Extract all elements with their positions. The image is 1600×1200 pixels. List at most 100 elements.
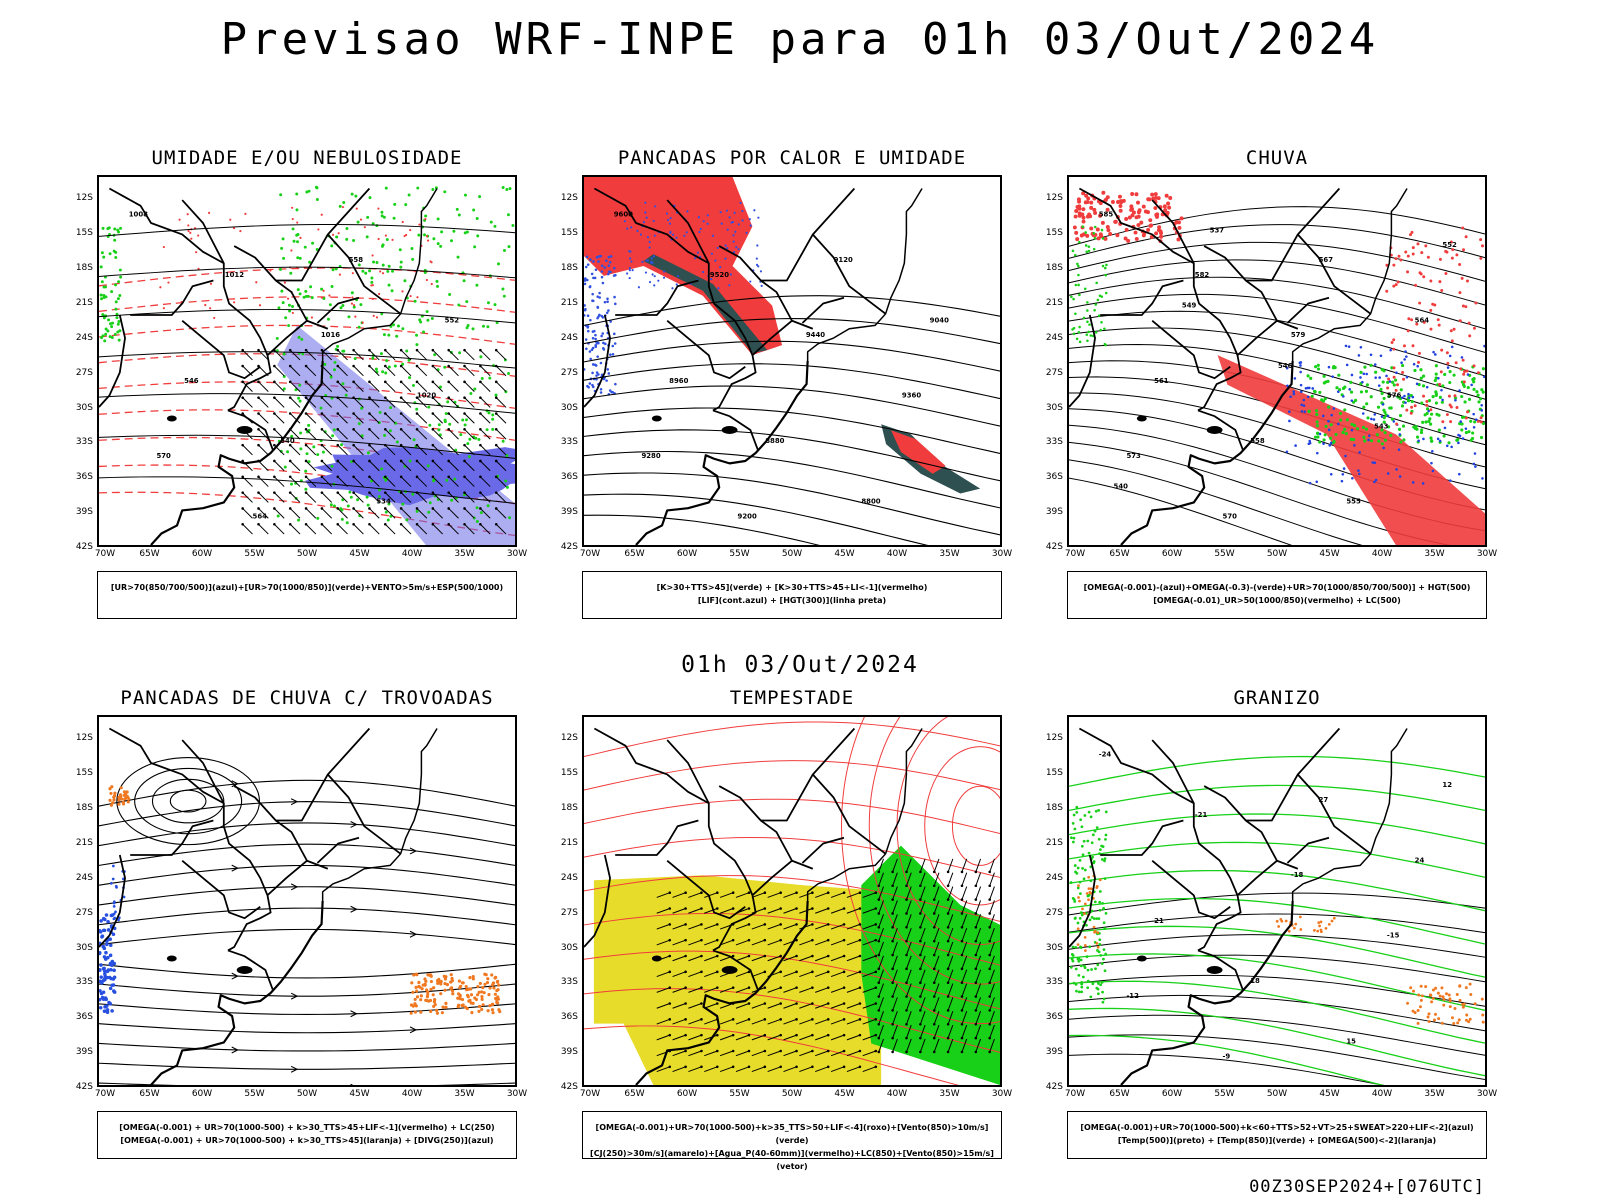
- svg-text:537: 537: [1210, 226, 1225, 234]
- lat-tick-label: 21S: [75, 297, 93, 308]
- lat-tick-label: 39S: [75, 507, 93, 518]
- lon-tick-label: 60W: [676, 1089, 698, 1099]
- panel-title: CHUVA: [1245, 147, 1309, 169]
- lat-tick-label: 18S: [560, 803, 578, 813]
- lat-tick-label: 30S: [75, 942, 93, 953]
- svg-text:9600: 9600: [614, 211, 633, 219]
- lat-tick-label: 42S: [75, 542, 93, 552]
- lon-tick-label: 30W: [1476, 1089, 1498, 1099]
- lat-tick-label: 30S: [1045, 402, 1063, 413]
- lon-tick-label: 35W: [939, 1089, 960, 1099]
- lat-tick-label: 30S: [560, 402, 578, 413]
- svg-text:558: 558: [349, 256, 364, 264]
- map-area: 585 582 579 576 573 570 567 564 561 558 555 552 549 5…: [1067, 175, 1487, 547]
- lon-tick-label: 40W: [1371, 549, 1393, 559]
- svg-text:585: 585: [1099, 211, 1114, 219]
- lat-tick-label: 12S: [560, 193, 578, 204]
- latitude-labels: 12S 15S 18S 21S 24S 27S 30S 33S 36S 39S 42S: [1027, 715, 1063, 1092]
- svg-text:558: 558: [1250, 437, 1265, 445]
- lat-tick-label: 33S: [560, 437, 578, 448]
- instability-area-ocean: [891, 430, 946, 474]
- latitude-labels: 12S 15S 18S 21S 24S 27S 30S 33S 36S 39S 42S: [57, 715, 93, 1092]
- longitude-labels: 70W 65W 60W 55W 50W 45W 40W 35W 30W: [1065, 549, 1497, 561]
- low-level-humidity-west: [99, 226, 123, 343]
- legend-line: [OMEGA(-0.001) + UR>70(1000-500) + k>30_…: [119, 1123, 495, 1132]
- wind-vectors-850: [656, 891, 878, 1073]
- map-graphic: [99, 727, 515, 1085]
- legend-box: [OMEGA(-0.001)+UR>70(1000-500)+k>35_TTS>…: [582, 1111, 1002, 1171]
- lat-tick-label: 42S: [75, 1082, 93, 1092]
- temp850-west: [1069, 805, 1108, 1004]
- lat-tick-label: 36S: [75, 1012, 93, 1023]
- svg-text:1012: 1012: [225, 271, 244, 279]
- lat-tick-label: 27S: [1045, 367, 1063, 378]
- lon-tick-label: 65W: [1109, 549, 1130, 559]
- svg-text:555: 555: [1346, 497, 1361, 505]
- divergence-area: [99, 913, 117, 1015]
- svg-text:9360: 9360: [902, 392, 921, 400]
- svg-text:-21: -21: [1195, 811, 1208, 819]
- omega500-area: [1406, 982, 1485, 1025]
- map-panel-6: GRANIZO -24 -21 -18 -15 -12 -9 27 24 21 18 15 12 12S 1…: [1046, 687, 1497, 1159]
- contour-labels: -24 -21 -18 -15 -12 -9 27 24 21 18 15 12: [1099, 751, 1453, 1061]
- lat-tick-label: 27S: [75, 367, 93, 378]
- lat-tick-label: 39S: [1045, 507, 1063, 518]
- lat-tick-label: 30S: [75, 402, 93, 413]
- lon-tick-label: 70W: [579, 1089, 601, 1099]
- lat-tick-label: 24S: [1045, 872, 1063, 883]
- lat-tick-label: 21S: [1045, 837, 1063, 848]
- lat-tick-label: 42S: [1045, 1082, 1063, 1092]
- panel-title: PANCADAS DE CHUVA C/ TROVOADAS: [120, 687, 494, 709]
- lon-tick-label: 45W: [349, 1089, 370, 1099]
- lat-tick-label: 12S: [1045, 733, 1063, 744]
- lat-tick-label: 24S: [560, 332, 578, 343]
- svg-text:546: 546: [184, 377, 199, 385]
- lat-tick-label: 12S: [75, 193, 93, 204]
- legend-line: [OMEGA(-0.01)_UR>50(1000/850)(vermelho) …: [1153, 596, 1401, 605]
- lon-tick-label: 65W: [1109, 1089, 1130, 1099]
- lon-tick-label: 60W: [1161, 1089, 1183, 1099]
- svg-text:540: 540: [1114, 483, 1129, 491]
- latitude-labels: 12S 15S 18S 21S 24S 27S 30S 33S 36S 39S 42S: [542, 175, 578, 552]
- lat-tick-label: 42S: [560, 542, 578, 552]
- lon-tick-label: 70W: [94, 1089, 116, 1099]
- lat-tick-label: 33S: [75, 977, 93, 988]
- svg-text:-15: -15: [1387, 932, 1400, 940]
- legend-line: [UR>70(850/700/500)](azul)+[UR>70(1000/8…: [110, 583, 504, 592]
- svg-text:-18: -18: [1291, 871, 1304, 879]
- lon-tick-label: 55W: [729, 549, 750, 559]
- omega500-area-2: [1275, 915, 1336, 934]
- lat-tick-label: 42S: [1045, 542, 1063, 552]
- convection-orange-north: [108, 785, 131, 807]
- lat-tick-label: 21S: [560, 837, 578, 848]
- lon-tick-label: 55W: [244, 1089, 265, 1099]
- svg-text:582: 582: [1195, 271, 1210, 279]
- lon-tick-label: 40W: [886, 1089, 908, 1099]
- map-outlines: [99, 727, 438, 1085]
- lat-tick-label: 33S: [560, 977, 578, 988]
- map-panel-5: TEMPESTADE 12S 15S 18S 21S 24S 27S 30S 33S 36S 39S…: [561, 687, 1012, 1171]
- svg-text:543: 543: [1374, 422, 1389, 430]
- map-area: 9600 9520 9440 9360 9280 9200 9120 9040 8960 8880…: [582, 175, 1002, 547]
- lat-tick-label: 18S: [560, 263, 578, 273]
- latitude-labels: 12S 15S 18S 21S 24S 27S 30S 33S 36S 39S 42S: [542, 715, 578, 1092]
- svg-text:573: 573: [1126, 452, 1141, 460]
- map-panel-4: PANCADAS DE CHUVA C/ TROVOADAS 12S 15S 18S 2…: [76, 687, 527, 1159]
- map-area: 1008 1012 1016 1020 570 564 558 552 546 540 534: [97, 175, 517, 547]
- map-graphic: [584, 717, 1000, 1085]
- map-area: -24 -21 -18 -15 -12 -9 27 24 21 18 15 12: [1067, 715, 1487, 1087]
- legend-box: [OMEGA(-0.001)-(azul)+OMEGA(-0.3)-(verde…: [1067, 571, 1487, 619]
- latitude-labels: 12S 15S 18S 21S 24S 27S 30S 33S 36S 39S 42S: [1027, 175, 1063, 552]
- longitude-labels: 70W 65W 60W 55W 50W 45W 40W 35W 30W: [94, 1089, 527, 1101]
- legend-line: [OMEGA(-0.001) + UR>70(1000-500) + k>30_…: [120, 1136, 494, 1145]
- lat-tick-label: 27S: [560, 907, 578, 918]
- lon-tick-label: 45W: [834, 549, 855, 559]
- hgt300-contours: [584, 295, 1000, 545]
- legend-line: [CJ(250)>30m/s](amarelo)+[Agua_P(40-60mm…: [590, 1149, 994, 1171]
- latitude-labels: 12S 15S 18S 21S 24S 27S 30S 33S 36S 39S 42S: [57, 175, 93, 552]
- lon-tick-label: 35W: [454, 549, 475, 559]
- longitude-labels: 70W 65W 60W 55W 50W 45W 40W 35W 30W: [579, 1089, 1012, 1101]
- lon-tick-label: 50W: [1266, 1089, 1288, 1099]
- lon-tick-label: 50W: [296, 1089, 318, 1099]
- map-outlines: [584, 727, 923, 1085]
